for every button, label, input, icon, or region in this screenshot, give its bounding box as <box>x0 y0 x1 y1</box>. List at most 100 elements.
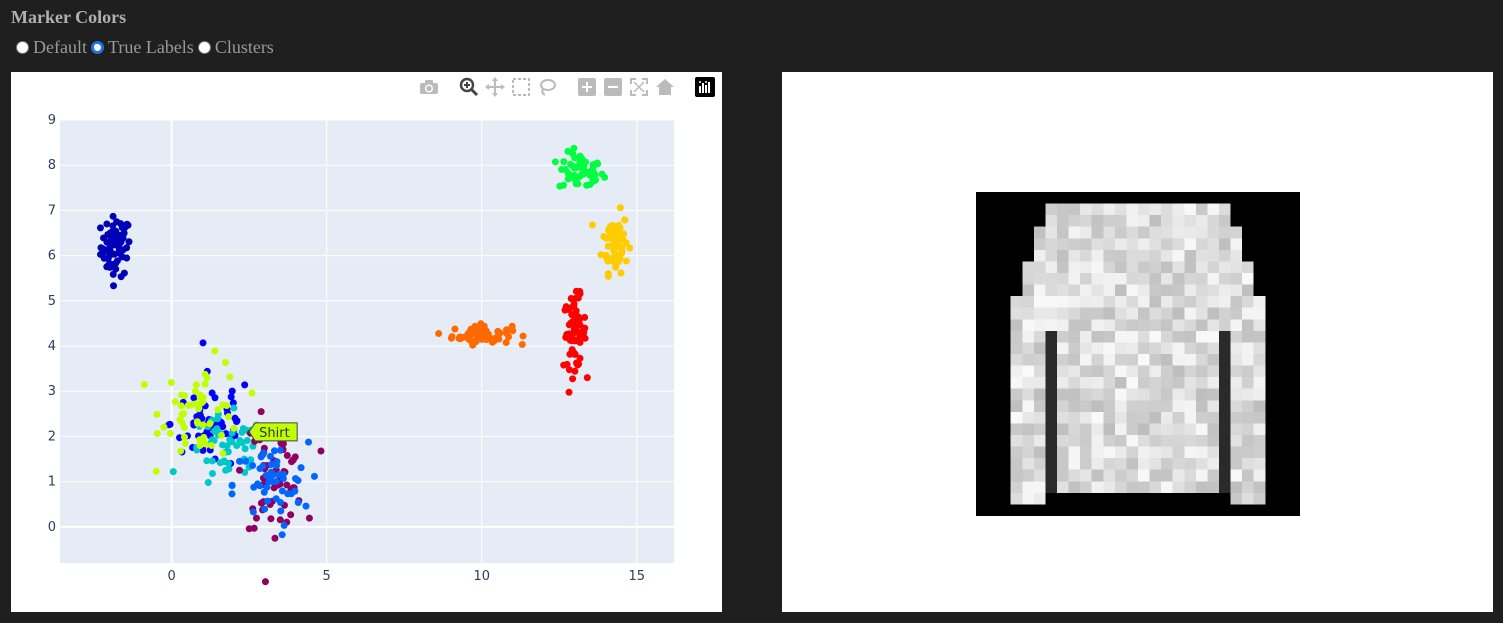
scatter-point[interactable] <box>565 388 573 396</box>
scatter-point[interactable] <box>160 423 168 431</box>
scatter-point[interactable] <box>176 416 184 424</box>
scatter-point[interactable] <box>166 429 174 437</box>
scatter-point[interactable] <box>569 375 577 383</box>
scatter-point[interactable] <box>287 511 295 519</box>
scatter-point[interactable] <box>467 325 475 333</box>
scatter-point[interactable] <box>302 502 310 510</box>
scatter-plot[interactable]: 0 1 2 3 4 5 6 7 8 9 0 5 10 15 Shirt <box>11 72 722 612</box>
scatter-point[interactable] <box>233 442 241 450</box>
scatter-point[interactable] <box>465 331 473 339</box>
scatter-point[interactable] <box>191 387 199 395</box>
scatter-point[interactable] <box>239 425 247 433</box>
scatter-point[interactable] <box>598 170 606 178</box>
scatter-point[interactable] <box>571 329 579 337</box>
scatter-point[interactable] <box>617 269 625 277</box>
scatter-point[interactable] <box>518 340 526 348</box>
scatter-point[interactable] <box>196 436 204 444</box>
scatter-point[interactable] <box>435 330 443 338</box>
scatter-point[interactable] <box>287 490 295 498</box>
scatter-point[interactable] <box>109 212 117 220</box>
scatter-point[interactable] <box>622 239 630 247</box>
camera-icon[interactable] <box>418 76 440 98</box>
scatter-point[interactable] <box>249 461 257 469</box>
scatter-point[interactable] <box>256 482 264 490</box>
scatter-point[interactable] <box>277 498 285 506</box>
scatter-point[interactable] <box>230 424 238 432</box>
scatter-point[interactable] <box>117 231 125 239</box>
scatter-point[interactable] <box>217 431 225 439</box>
scatter-point[interactable] <box>228 481 236 489</box>
scatter-point[interactable] <box>203 457 211 465</box>
scatter-point[interactable] <box>581 324 589 332</box>
scatter-point[interactable] <box>219 441 227 449</box>
scatter-point[interactable] <box>310 472 318 480</box>
scatter-point[interactable] <box>153 410 161 418</box>
autoscale-icon[interactable] <box>628 76 650 98</box>
scatter-point[interactable] <box>305 514 313 522</box>
scatter-point[interactable] <box>261 505 269 513</box>
scatter-point[interactable] <box>250 524 258 532</box>
radio-clusters[interactable]: Clusters <box>197 37 274 58</box>
scatter-point[interactable] <box>193 418 201 426</box>
scatter-point[interactable] <box>190 394 198 402</box>
scatter-point[interactable] <box>456 333 464 341</box>
scatter-point[interactable] <box>574 180 582 188</box>
scatter-point[interactable] <box>208 457 216 465</box>
scatter-point[interactable] <box>199 339 207 347</box>
scatter-point[interactable] <box>266 452 274 460</box>
scatter-point[interactable] <box>562 166 570 174</box>
scatter-point[interactable] <box>184 401 192 409</box>
scatter-point[interactable] <box>201 380 209 388</box>
scatter-point[interactable] <box>207 441 215 449</box>
scatter-point[interactable] <box>208 389 216 397</box>
scatter-point[interactable] <box>241 445 249 453</box>
scatter-point[interactable] <box>570 164 578 172</box>
scatter-point[interactable] <box>226 373 234 381</box>
scatter-point[interactable] <box>275 471 283 479</box>
scatter-point[interactable] <box>583 374 591 382</box>
scatter-point[interactable] <box>621 216 629 224</box>
scatter-point[interactable] <box>103 220 111 228</box>
scatter-point[interactable] <box>109 270 117 278</box>
scatter-point[interactable] <box>195 405 203 413</box>
scatter-point[interactable] <box>152 467 160 475</box>
scatter-point[interactable] <box>559 181 567 189</box>
scatter-point[interactable] <box>267 515 275 523</box>
scatter-point[interactable] <box>567 319 575 327</box>
scatter-point[interactable] <box>193 413 201 421</box>
zoom-icon[interactable] <box>458 76 480 98</box>
scatter-point[interactable] <box>451 325 459 333</box>
scatter-point[interactable] <box>602 253 610 261</box>
scatter-point[interactable] <box>180 392 188 400</box>
reset-axes-icon[interactable] <box>654 76 676 98</box>
scatter-point[interactable] <box>581 313 589 321</box>
scatter-point[interactable] <box>211 427 219 435</box>
scatter-point[interactable] <box>253 514 261 522</box>
scatter-point[interactable] <box>273 458 281 466</box>
scatter-point[interactable] <box>257 453 265 461</box>
scatter-point[interactable] <box>228 438 236 446</box>
scatter-point[interactable] <box>105 261 113 269</box>
scatter-point[interactable] <box>288 458 296 466</box>
radio-default[interactable]: Default <box>16 37 87 58</box>
scatter-point[interactable] <box>616 204 624 212</box>
scatter-point[interactable] <box>118 224 126 232</box>
scatter-point[interactable] <box>267 461 275 469</box>
scatter-point[interactable] <box>572 287 580 295</box>
scatter-point[interactable] <box>612 252 620 260</box>
scatter-point[interactable] <box>551 158 559 166</box>
scatter-point[interactable] <box>494 332 502 340</box>
scatter-plot-panel[interactable]: 0 1 2 3 4 5 6 7 8 9 0 5 10 15 Shirt <box>11 72 722 612</box>
scatter-point[interactable] <box>262 471 270 479</box>
scatter-point[interactable] <box>171 398 179 406</box>
scatter-point[interactable] <box>568 311 576 319</box>
scatter-point[interactable] <box>114 239 122 247</box>
scatter-point[interactable] <box>490 337 498 345</box>
scatter-point[interactable] <box>113 218 121 226</box>
scatter-point[interactable] <box>519 332 527 340</box>
scatter-point[interactable] <box>610 246 618 254</box>
scatter-point[interactable] <box>223 401 231 409</box>
scatter-point[interactable] <box>242 457 250 465</box>
scatter-point[interactable] <box>236 437 244 445</box>
scatter-point[interactable] <box>219 449 227 457</box>
